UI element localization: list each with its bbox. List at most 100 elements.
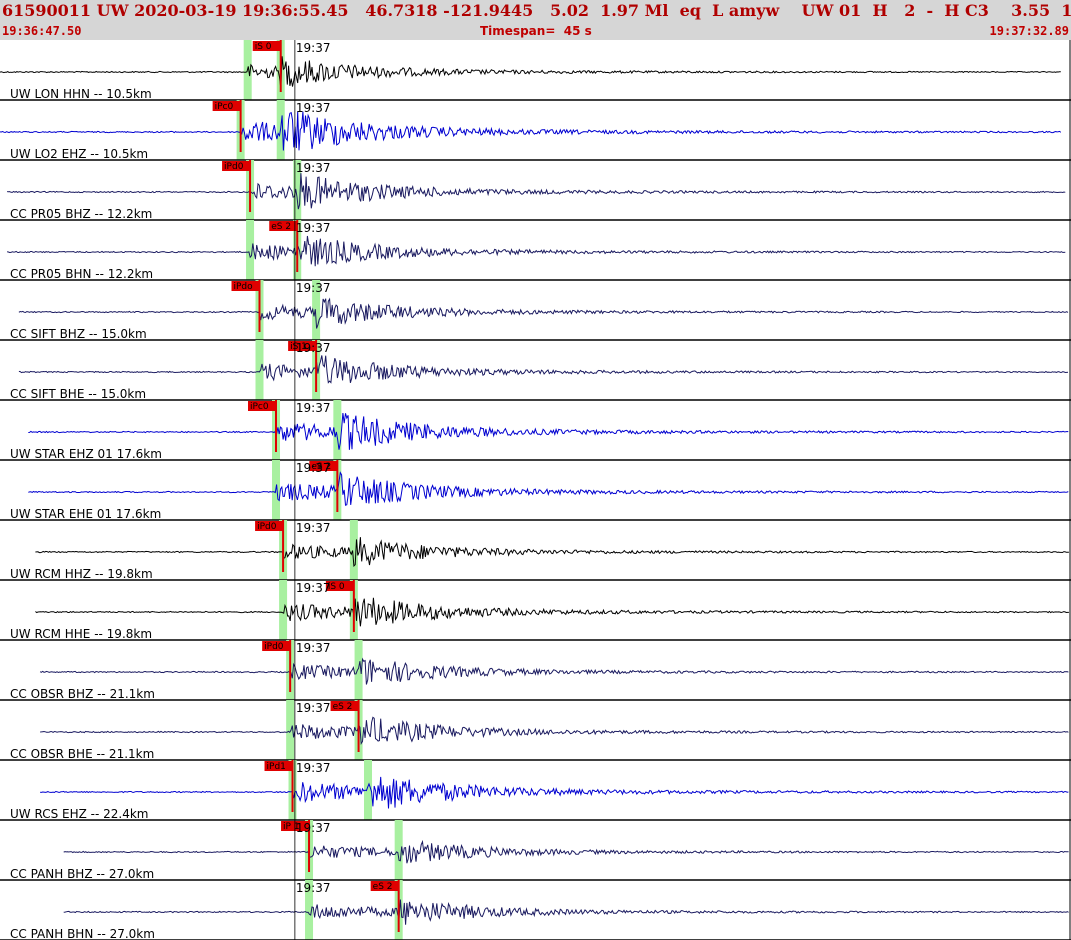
minute-label: 19:37: [296, 521, 331, 535]
waveform-line: [63, 839, 1069, 864]
pick-label: iPc0: [250, 402, 269, 412]
pick-label: iPd0: [257, 522, 277, 532]
phase-window: [364, 760, 373, 820]
pick-box[interactable]: [264, 761, 293, 771]
start-time-label: 19:36:47.50: [2, 24, 82, 38]
minute-label: 19:37: [296, 161, 331, 175]
pick-label: iPd1: [267, 762, 286, 772]
phase-window: [293, 160, 302, 220]
station-label: CC PANH BHN -- 27.0km: [10, 927, 155, 940]
pick-box[interactable]: [309, 461, 338, 471]
trace-panel[interactable]: iS 119:37 CC SIFT BHE -- 15.0km: [0, 340, 1071, 401]
minute-label: 19:37: [296, 641, 331, 655]
phase-window: [246, 220, 255, 280]
trace-panel[interactable]: iPc0 19:37 UW LO2 EHZ -- 10.5km: [0, 100, 1071, 161]
station-label: CC PANH BHZ -- 27.0km: [10, 867, 154, 881]
trace-panel[interactable]: iPd0 19:37 CC OBSR BHZ -- 21.1km: [0, 640, 1071, 701]
pick-label: iS 1: [290, 342, 307, 352]
event-header: 61590011 UW 2020-03-19 19:36:55.45 46.73…: [0, 0, 1071, 40]
station-label: CC SIFT BHE -- 15.0km: [10, 387, 146, 401]
pick-box[interactable]: [288, 341, 317, 351]
waveform-line: [35, 597, 1069, 627]
minute-label: 19:37: [296, 821, 331, 835]
trace-panel[interactable]: iPd0 19:37 CC PR05 BHZ -- 12.2km: [0, 160, 1071, 221]
pick-label: eS 2: [311, 462, 331, 472]
trace-panel[interactable]: eS 2 19:37 CC PANH BHN -- 27.0km: [0, 880, 1071, 940]
phase-window: [349, 520, 358, 580]
waveform-line: [63, 899, 1069, 925]
pick-box[interactable]: [255, 521, 284, 531]
station-label: UW RCS EHZ -- 22.4km: [10, 807, 149, 821]
waveform-line: [35, 537, 1069, 567]
station-label: CC OBSR BHE -- 21.1km: [10, 747, 154, 761]
minute-label: 19:37: [296, 761, 331, 775]
phase-window: [312, 280, 321, 340]
station-label: UW LO2 EHZ -- 10.5km: [10, 147, 148, 161]
pick-box[interactable]: [269, 221, 298, 231]
minute-label: 19:37: [296, 581, 331, 595]
minute-label: 19:37: [296, 461, 331, 475]
pick-box[interactable]: [248, 401, 277, 411]
minute-label: 19:37: [296, 401, 331, 415]
waveform-line: [28, 471, 1069, 506]
phase-window: [394, 820, 403, 880]
phase-window: [279, 580, 288, 640]
phase-window: [305, 880, 314, 940]
trace-panel[interactable]: iS 0 19:37 UW LON HHN -- 10.5km: [0, 40, 1071, 101]
pick-label: iP 1: [283, 822, 300, 832]
event-title: 61590011 UW 2020-03-19 19:36:55.45 46.73…: [2, 1, 1071, 20]
station-label: UW LON HHN -- 10.5km: [10, 87, 152, 101]
pick-box[interactable]: [325, 581, 354, 591]
station-label: UW RCM HHZ -- 19.8km: [10, 567, 153, 581]
waveform-line: [0, 56, 1061, 89]
pick-label: iS 0: [255, 42, 272, 52]
pick-box[interactable]: [330, 701, 359, 711]
pick-box[interactable]: [370, 881, 399, 891]
trace-panel[interactable]: iPd0 19:37 UW RCM HHZ -- 19.8km: [0, 520, 1071, 581]
waveform-line: [39, 657, 1069, 685]
pick-box[interactable]: [231, 281, 260, 291]
waveform-line: [18, 297, 1069, 329]
station-label: UW STAR EHZ 01 17.6km: [10, 447, 162, 461]
trace-panel[interactable]: eS 2 19:37 CC PR05 BHN -- 12.2km: [0, 220, 1071, 281]
waveform-line: [18, 355, 1069, 384]
trace-panel[interactable]: iP 119:37 CC PANH BHZ -- 27.0km: [0, 820, 1071, 881]
minute-label: 19:37: [296, 281, 331, 295]
station-label: UW RCM HHE -- 19.8km: [10, 627, 152, 641]
pick-label: eS 2: [333, 702, 353, 712]
pick-label: eS 2: [373, 882, 393, 892]
station-label: CC SIFT BHZ -- 15.0km: [10, 327, 147, 341]
minute-label: 19:37: [296, 41, 331, 55]
pick-box[interactable]: [222, 161, 251, 171]
trace-panel[interactable]: eS 219:37 UW STAR EHE 01 17.6km: [0, 460, 1071, 521]
pick-box[interactable]: [262, 641, 291, 651]
trace-panel[interactable]: iPd1 19:37 UW RCS EHZ -- 22.4km: [0, 760, 1071, 821]
pick-label: iPdo: [233, 282, 253, 292]
pick-label: iPc0: [215, 102, 234, 112]
minute-label: 19:37: [296, 881, 331, 895]
minute-label: 19:37: [296, 101, 331, 115]
phase-window: [354, 640, 363, 700]
waveform-line: [0, 111, 1062, 151]
pick-label: eS 2: [271, 222, 291, 232]
end-time-label: 19:37:32.89: [989, 24, 1069, 38]
waveform-line: [40, 776, 1069, 809]
minute-label: 19:37: [296, 221, 331, 235]
pick-label: iS 0: [328, 582, 345, 592]
trace-panel[interactable]: iS 019:37 UW RCM HHE -- 19.8km: [0, 580, 1071, 641]
trace-panel[interactable]: eS 219:37 CC OBSR BHE -- 21.1km: [0, 700, 1071, 761]
pick-box[interactable]: [212, 101, 241, 111]
waveform-line: [7, 235, 1066, 267]
phase-window: [255, 340, 264, 400]
trace-panel[interactable]: iPdo 19:37 CC SIFT BHZ -- 15.0km: [0, 280, 1071, 341]
waveform-line: [40, 716, 1069, 746]
waveform-line: [7, 173, 1066, 210]
pick-label: iPd0: [264, 642, 284, 652]
waveform-line: [28, 413, 1069, 450]
trace-panel[interactable]: iPc0 19:37 UW STAR EHZ 01 17.6km: [0, 400, 1071, 461]
phase-window: [333, 400, 342, 460]
minute-label: 19:37: [296, 341, 331, 355]
station-label: CC OBSR BHZ -- 21.1km: [10, 687, 155, 701]
pick-box[interactable]: [252, 41, 281, 51]
